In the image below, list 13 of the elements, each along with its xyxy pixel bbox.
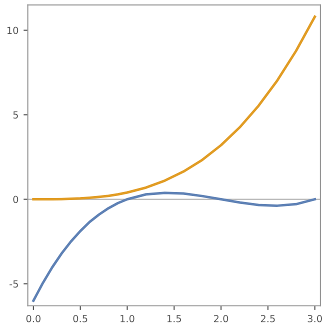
y-tick-label: 5 xyxy=(13,111,18,119)
x-tick-label: 3.0 xyxy=(308,314,322,322)
x-tick-label: 2.0 xyxy=(214,314,228,322)
x-tick-label: 2.5 xyxy=(260,314,275,322)
x-tick-label: 1.5 xyxy=(167,315,182,322)
line-series xyxy=(32,192,316,302)
x-tick-label: 0.5 xyxy=(73,314,88,322)
line-series xyxy=(32,15,316,201)
y-tick-label: 0 xyxy=(13,196,18,204)
y-tick-label: -5 xyxy=(10,280,18,288)
x-tick-label: 0.0 xyxy=(26,314,41,322)
y-tick-label: 10 xyxy=(7,26,18,34)
x-tick-label: 1.0 xyxy=(120,314,134,322)
